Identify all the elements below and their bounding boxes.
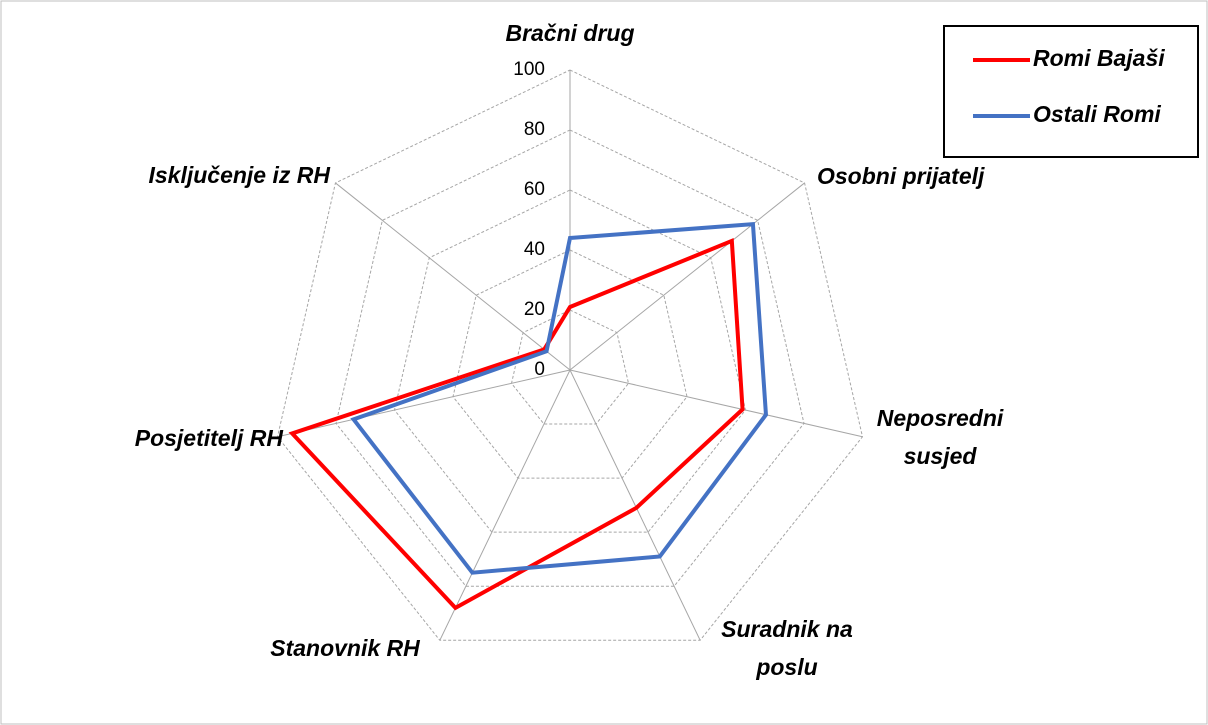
grid-line — [510, 309, 630, 425]
tick-label: 80 — [524, 119, 545, 140]
series-line — [350, 221, 769, 575]
tick-label: 100 — [513, 59, 545, 80]
tick-label: 20 — [524, 299, 545, 320]
grid-line — [452, 249, 688, 479]
series-line — [288, 238, 745, 611]
grid-line — [335, 129, 805, 587]
category-label: Suradnik na poslu — [721, 616, 853, 680]
legend-label: Romi Bajaši — [1033, 45, 1165, 71]
category-label: Neposredni susjed — [877, 405, 1004, 469]
legend-label: Ostali Romi — [1033, 101, 1161, 127]
axis-spoke — [335, 182, 571, 371]
category-label: Osobni prijatelj — [817, 163, 985, 189]
grid-line — [393, 189, 747, 533]
axis-spoke — [439, 369, 571, 641]
axis-spoke — [569, 182, 805, 371]
tick-label: 60 — [524, 179, 545, 200]
axis-spoke — [277, 369, 571, 438]
axis-spoke — [569, 369, 701, 641]
tick-label: 40 — [524, 239, 545, 260]
grid-line — [276, 69, 864, 641]
tick-label: 0 — [534, 359, 545, 380]
legend-box — [943, 25, 1199, 158]
category-label: Bračni drug — [505, 20, 634, 46]
category-label: Stanovnik RH — [270, 635, 420, 661]
axis-spoke — [569, 369, 863, 438]
category-label: Posjetitelj RH — [135, 425, 284, 451]
category-label: Isključenje iz RH — [148, 162, 330, 188]
